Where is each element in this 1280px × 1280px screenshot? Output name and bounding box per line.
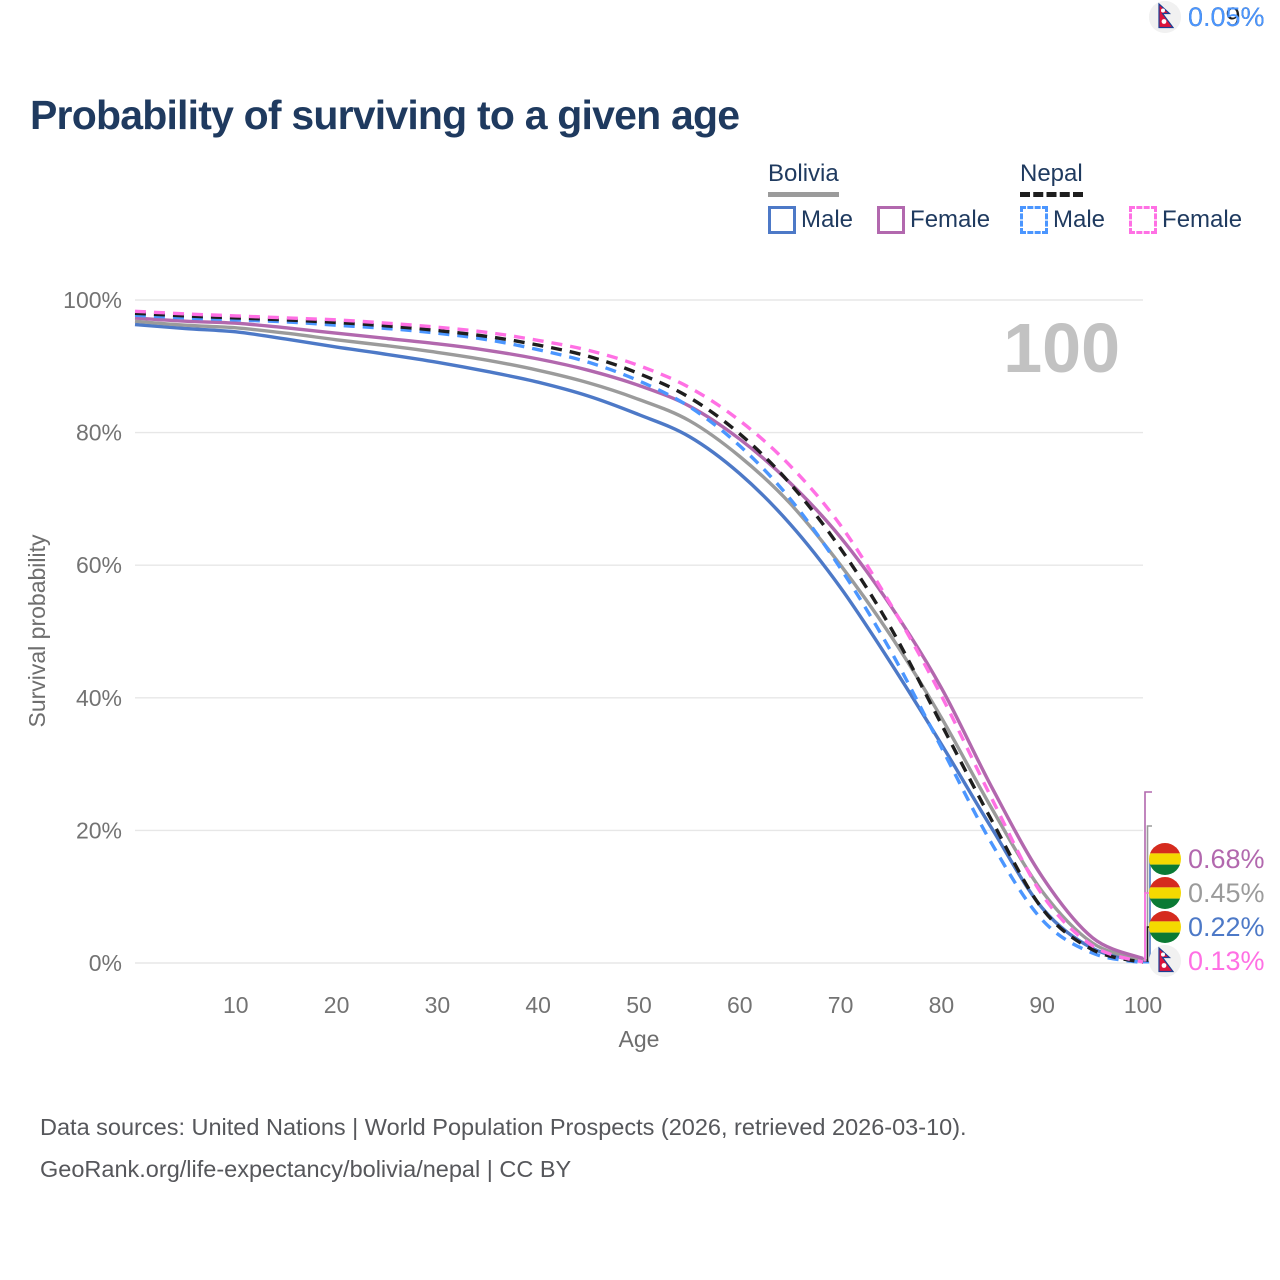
series-line-nepal[interactable] <box>134 311 1144 965</box>
x-tick-label: 80 <box>929 992 955 1018</box>
legend-item-label: Male <box>801 206 854 233</box>
legend-item-label: Male <box>1053 206 1106 233</box>
x-tick-label: 70 <box>828 992 854 1018</box>
y-tick-label: 0% <box>89 950 122 976</box>
end-label-nepal-female: 0.13% <box>1148 944 1265 978</box>
legend-country-bolivia[interactable]: Bolivia <box>768 160 839 197</box>
page-title: Probability of surviving to a given age <box>30 92 740 138</box>
x-tick-label: 10 <box>223 992 249 1018</box>
y-tick-label: 20% <box>76 817 122 843</box>
x-tick-label: 60 <box>727 992 753 1018</box>
x-axis-label: Age <box>619 1026 660 1052</box>
end-value: 0.45% <box>1188 877 1265 908</box>
x-tick-label: 50 <box>626 992 652 1018</box>
nepal-flag-icon <box>1149 1 1181 33</box>
end-label-nepal-male: 0.05% <box>1148 0 1265 34</box>
y-tick-label: 80% <box>76 420 122 446</box>
x-tick-label: 20 <box>324 992 350 1018</box>
end-label-bolivia-male: 0.22% <box>1148 910 1265 944</box>
y-tick-label: 40% <box>76 685 122 711</box>
end-label-bolivia-total: 0.45% <box>1148 876 1265 910</box>
legend-item-nepal-male[interactable]: Male <box>1020 206 1105 234</box>
legend-item-bolivia-female[interactable]: Female <box>877 206 990 234</box>
legend-item-nepal-female[interactable]: Female <box>1129 206 1242 234</box>
bolivia-female-swatch-icon <box>877 206 906 234</box>
legend-item-label: Female <box>910 206 991 233</box>
series-line-nepal-male[interactable] <box>134 313 1144 965</box>
legend-group-nepal: Nepal Male Female <box>1020 160 1242 234</box>
bolivia-flag-icon <box>1149 911 1181 943</box>
end-value: 0.13% <box>1188 945 1265 976</box>
series-line-bolivia[interactable] <box>134 319 1144 962</box>
y-axis-label: Survival probability <box>24 534 50 728</box>
end-label-bolivia-female: 0.68% <box>1148 842 1265 876</box>
nepal-male-swatch-icon <box>1020 206 1048 234</box>
series-line-bolivia-female[interactable] <box>134 316 1144 961</box>
x-tick-label: 40 <box>525 992 551 1018</box>
bolivia-flag-icon <box>1149 877 1181 909</box>
bolivia-male-swatch-icon <box>768 206 796 234</box>
footer: Data sources: United Nations | World Pop… <box>40 1106 967 1190</box>
footer-link: GeoRank.org/life-expectancy/bolivia/nepa… <box>40 1156 572 1182</box>
end-label-connector <box>1143 791 1152 960</box>
nepal-flag-icon <box>1149 945 1181 977</box>
x-tick-label: 100 <box>1124 992 1162 1018</box>
legend-country-nepal[interactable]: Nepal <box>1020 160 1083 197</box>
age-watermark: 100 <box>1003 309 1120 387</box>
series-line-nepal-female[interactable] <box>134 309 1144 964</box>
series-line-bolivia-male[interactable] <box>134 322 1144 964</box>
end-value: 0.05% <box>1188 1 1265 32</box>
legend-item-label: Female <box>1162 206 1243 233</box>
legend-item-bolivia-male[interactable]: Male <box>768 206 853 234</box>
x-tick-label: 90 <box>1029 992 1055 1018</box>
end-value: 0.22% <box>1188 911 1265 942</box>
bolivia-flag-icon <box>1149 843 1181 875</box>
end-value: 0.68% <box>1188 843 1265 874</box>
legend-group-bolivia: Bolivia Male Female <box>768 160 990 234</box>
footer-sources: Data sources: United Nations | World Pop… <box>40 1114 967 1140</box>
end-value: 0.09% <box>1188 1 1265 32</box>
y-tick-label: 60% <box>76 552 122 578</box>
y-tick-label: 100% <box>63 287 122 313</box>
x-tick-label: 30 <box>425 992 451 1018</box>
nepal-female-swatch-icon <box>1129 206 1158 234</box>
